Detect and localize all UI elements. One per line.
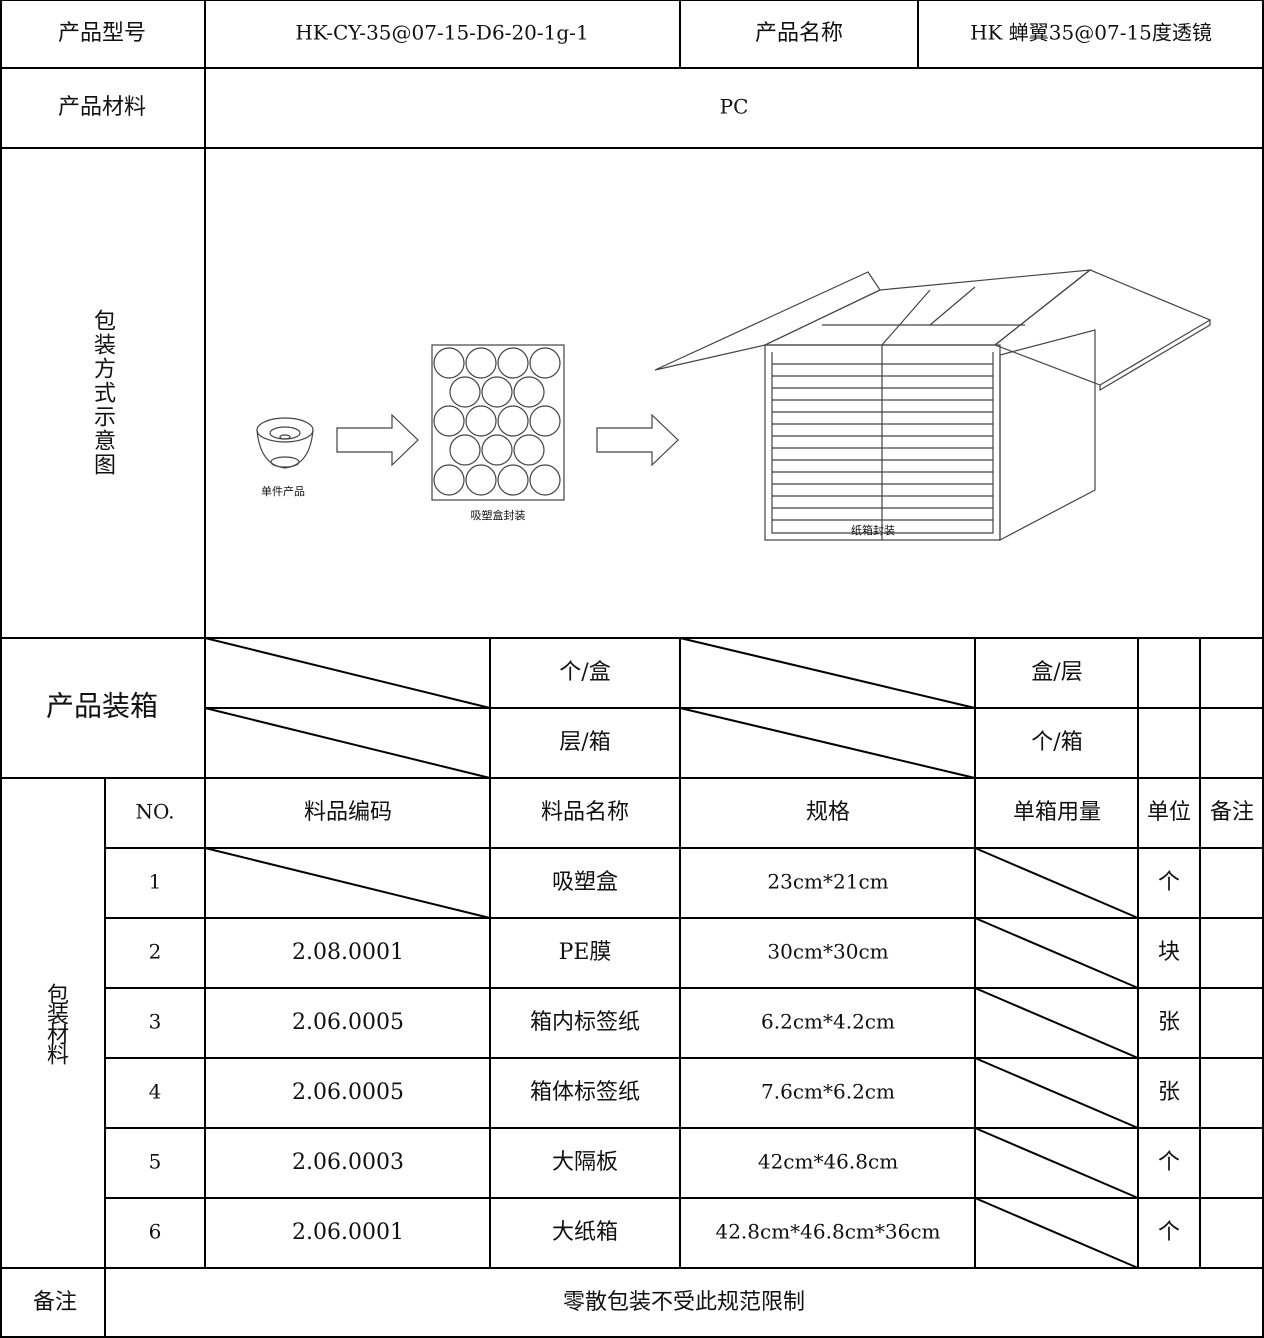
diagonal (974, 987, 1139, 1059)
column-header: NO. (135, 800, 174, 824)
diagonal (974, 1127, 1139, 1199)
name-value: HK 蝉翼35@07-15度透镜 (970, 21, 1212, 45)
step-caption: 纸箱封装 (851, 523, 895, 537)
diagonal (204, 637, 491, 709)
item-unit: 个 (1158, 1220, 1180, 1245)
material-value: PC (720, 95, 749, 119)
diagonal (974, 1197, 1139, 1269)
item-unit: 个 (1158, 870, 1180, 895)
item-code: 2.08.0001 (292, 940, 404, 965)
item-spec: 30cm*30cm (767, 940, 888, 964)
column-header: 料品名称 (541, 800, 629, 825)
label: 备注 (33, 1290, 77, 1315)
diagonal (679, 637, 976, 709)
model-value: HK-CY-35@07-15-D6-20-1g-1 (295, 21, 588, 45)
unit-label: 个/箱 (1031, 730, 1082, 755)
diagonal (679, 707, 976, 779)
item-spec: 42cm*46.8cm (758, 1150, 898, 1174)
item-unit: 张 (1158, 1080, 1180, 1105)
column-header: 单位 (1147, 800, 1191, 825)
row-number: 4 (149, 1080, 162, 1104)
diagonal (204, 847, 491, 919)
diagonal (974, 1057, 1139, 1129)
item-name: 吸塑盒 (552, 870, 618, 895)
item-code: 2.06.0005 (292, 1080, 404, 1105)
column-header: 料品编码 (304, 800, 392, 825)
item-name: 大隔板 (552, 1150, 618, 1175)
row-number: 2 (149, 940, 162, 964)
item-code: 2.06.0001 (292, 1220, 404, 1245)
diagonal (974, 847, 1139, 919)
vertical-label: 包装方式示意图 (90, 309, 116, 477)
diagonal (974, 917, 1139, 989)
column-header: 单箱用量 (1013, 800, 1101, 825)
vertical-label: 包装材料 (43, 983, 69, 1065)
step-caption: 吸塑盒封装 (471, 508, 526, 522)
item-code: 2.06.0003 (292, 1150, 404, 1175)
diagonal (204, 707, 491, 779)
item-spec: 23cm*21cm (767, 870, 888, 894)
row-number: 5 (149, 1150, 162, 1174)
remark-text: 零散包装不受此规范限制 (563, 1290, 805, 1315)
label: 产品名称 (755, 21, 843, 46)
item-spec: 42.8cm*46.8cm*36cm (715, 1220, 940, 1244)
item-code: 2.06.0005 (292, 1010, 404, 1035)
item-name: 大纸箱 (552, 1220, 618, 1245)
item-spec: 6.2cm*4.2cm (761, 1010, 895, 1034)
label: 产品型号 (58, 21, 146, 46)
row-number: 1 (149, 870, 162, 894)
unit-label: 个/盒 (559, 660, 610, 685)
item-unit: 张 (1158, 1010, 1180, 1035)
illustration (256, 269, 1212, 541)
label: 产品装箱 (46, 690, 158, 723)
item-spec: 7.6cm*6.2cm (761, 1080, 895, 1104)
item-name: 箱内标签纸 (530, 1010, 640, 1035)
row-number: 6 (149, 1220, 162, 1244)
unit-label: 层/箱 (559, 730, 610, 755)
row-number: 3 (149, 1010, 162, 1034)
label: 产品材料 (58, 95, 146, 120)
item-unit: 块 (1158, 940, 1180, 965)
item-name: 箱体标签纸 (530, 1080, 640, 1105)
column-header: 规格 (806, 800, 850, 825)
column-header: 备注 (1210, 800, 1254, 825)
item-name: PE膜 (559, 940, 612, 965)
unit-label: 盒/层 (1031, 660, 1082, 685)
step-caption: 单件产品 (261, 484, 305, 498)
item-unit: 个 (1158, 1150, 1180, 1175)
